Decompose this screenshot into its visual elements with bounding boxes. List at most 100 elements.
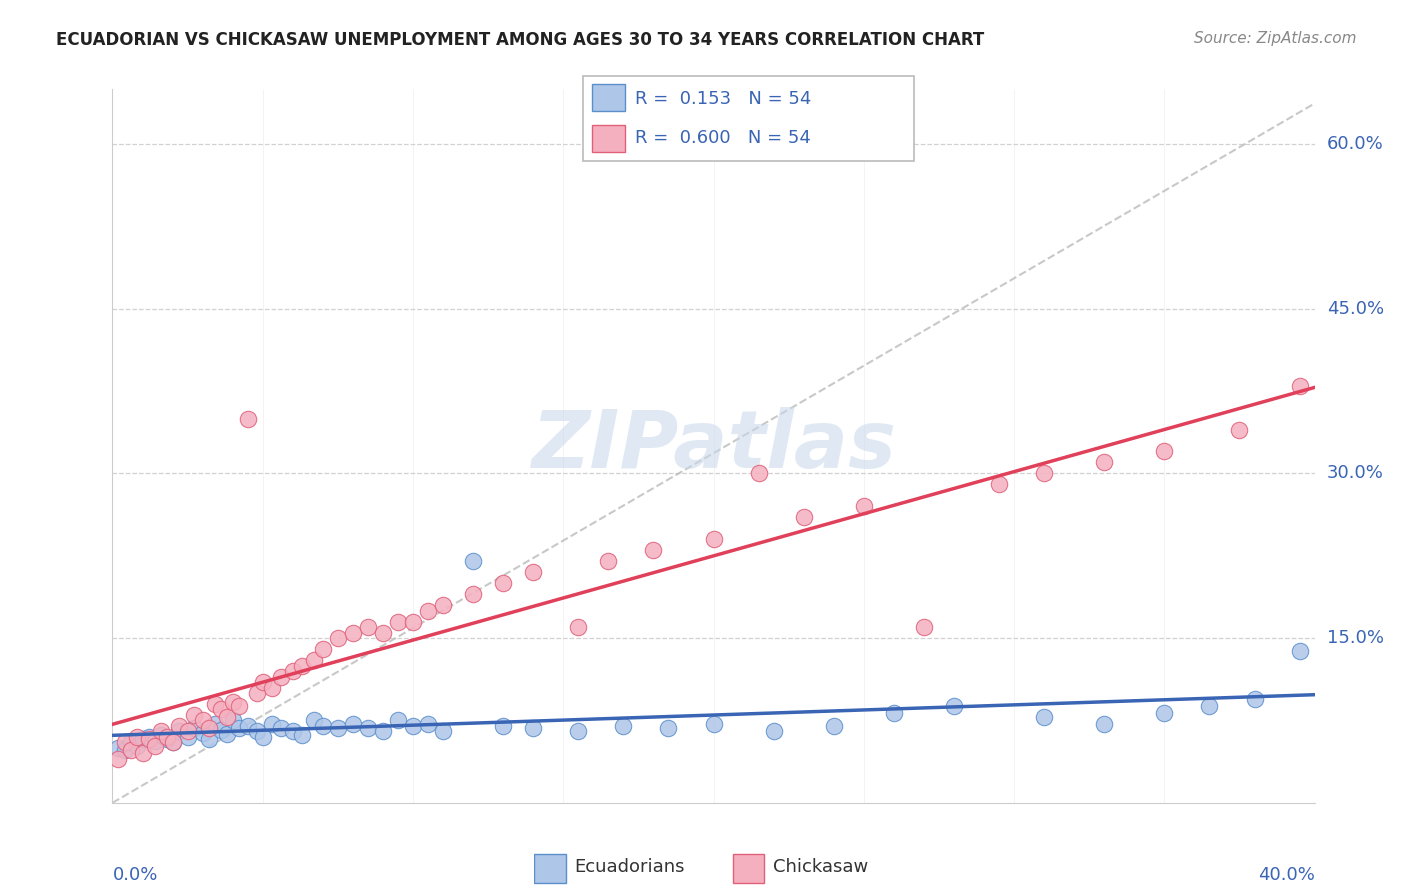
Point — [246, 724, 269, 739]
Point — [138, 732, 160, 747]
Point — [416, 716, 439, 731]
Point — [612, 719, 634, 733]
Text: R =  0.153   N = 54: R = 0.153 N = 54 — [634, 90, 811, 108]
Point — [1229, 423, 1251, 437]
Point — [988, 477, 1011, 491]
Point — [748, 467, 770, 481]
Point — [312, 719, 335, 733]
Point — [191, 714, 214, 728]
Point — [167, 724, 190, 739]
Point — [387, 714, 409, 728]
FancyBboxPatch shape — [583, 76, 914, 161]
Point — [260, 681, 283, 695]
Point — [402, 615, 425, 629]
Point — [125, 739, 148, 753]
Point — [204, 716, 226, 731]
Point — [357, 620, 380, 634]
Point — [357, 721, 380, 735]
Point — [252, 730, 274, 744]
Point — [120, 743, 142, 757]
Text: ZIPatlas: ZIPatlas — [531, 407, 896, 485]
Point — [492, 719, 515, 733]
Point — [149, 724, 172, 739]
Point — [197, 732, 219, 747]
Point — [416, 604, 439, 618]
Point — [114, 743, 136, 757]
Bar — [534, 854, 565, 883]
Point — [762, 724, 785, 739]
Point — [222, 695, 245, 709]
Point — [281, 664, 304, 678]
Point — [312, 642, 335, 657]
Point — [461, 587, 484, 601]
Point — [1198, 699, 1220, 714]
Point — [1092, 455, 1115, 469]
Point — [432, 598, 454, 612]
Point — [125, 730, 148, 744]
Point — [131, 747, 153, 761]
Point — [522, 721, 544, 735]
Point — [114, 735, 136, 749]
Point — [823, 719, 845, 733]
Point — [167, 719, 190, 733]
Point — [567, 724, 589, 739]
Point — [236, 719, 259, 733]
Point — [209, 723, 232, 738]
Point — [387, 615, 409, 629]
Point — [176, 724, 198, 739]
Text: 40.0%: 40.0% — [1258, 866, 1315, 885]
Point — [302, 653, 325, 667]
Point — [1243, 691, 1265, 706]
Point — [643, 543, 665, 558]
Point — [270, 721, 292, 735]
Point — [302, 714, 325, 728]
Point — [270, 669, 292, 683]
Point — [1288, 378, 1310, 392]
Point — [143, 739, 166, 753]
Text: ECUADORIAN VS CHICKASAW UNEMPLOYMENT AMONG AGES 30 TO 34 YEARS CORRELATION CHART: ECUADORIAN VS CHICKASAW UNEMPLOYMENT AMO… — [56, 31, 984, 49]
Point — [120, 735, 142, 749]
Point — [432, 724, 454, 739]
Point — [291, 728, 314, 742]
Point — [209, 702, 232, 716]
Text: R =  0.600   N = 54: R = 0.600 N = 54 — [634, 128, 811, 146]
Point — [342, 716, 364, 731]
Point — [291, 658, 314, 673]
Point — [204, 697, 226, 711]
Point — [143, 734, 166, 748]
Point — [215, 726, 238, 740]
Text: 15.0%: 15.0% — [1327, 629, 1384, 647]
Point — [162, 735, 184, 749]
Point — [260, 716, 283, 731]
Point — [131, 732, 153, 747]
Bar — [592, 125, 624, 152]
Point — [1153, 444, 1175, 458]
Point — [1153, 706, 1175, 720]
Point — [1092, 716, 1115, 731]
Bar — [592, 85, 624, 112]
Point — [371, 724, 394, 739]
Point — [342, 625, 364, 640]
Point — [942, 699, 965, 714]
Point — [138, 730, 160, 744]
Point — [236, 411, 259, 425]
Point — [793, 510, 815, 524]
Point — [598, 554, 620, 568]
Point — [246, 686, 269, 700]
Text: Ecuadorians: Ecuadorians — [575, 858, 685, 877]
Point — [402, 719, 425, 733]
Text: 60.0%: 60.0% — [1327, 135, 1384, 153]
Point — [1033, 467, 1056, 481]
Point — [228, 721, 250, 735]
Point — [326, 721, 349, 735]
Point — [1288, 644, 1310, 658]
Point — [326, 631, 349, 645]
Point — [149, 728, 172, 742]
Point — [461, 554, 484, 568]
Point — [191, 725, 214, 739]
Point — [657, 721, 679, 735]
Point — [522, 566, 544, 580]
Text: Chickasaw: Chickasaw — [773, 858, 868, 877]
Point — [197, 721, 219, 735]
Point — [107, 740, 129, 755]
